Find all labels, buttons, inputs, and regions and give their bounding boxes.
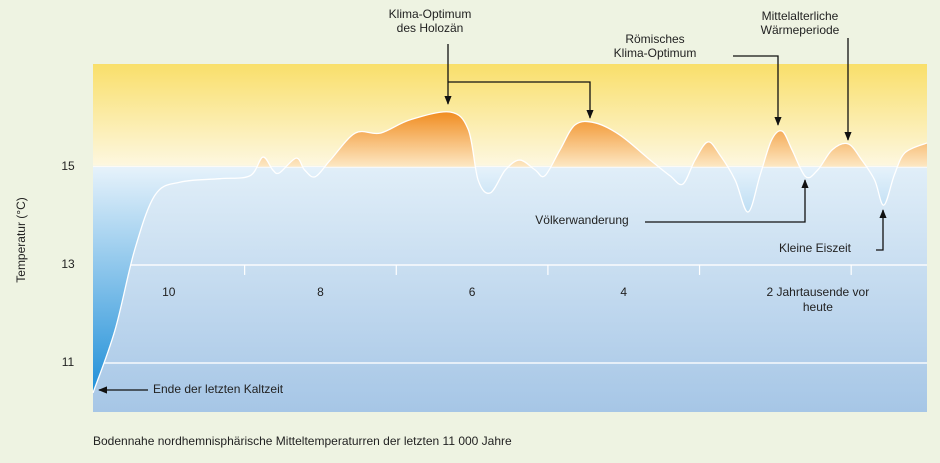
y-axis-label: Temperatur (°C)	[14, 197, 28, 282]
x-tick-label: 4	[620, 285, 627, 299]
x-tick-label: 2 Jahrtausende vor heute	[766, 285, 870, 314]
temperature-line	[92, 111, 928, 394]
warm-area	[256, 111, 927, 167]
annotation: Kleine Eiszeit	[779, 241, 852, 255]
plot	[92, 111, 928, 394]
y-tick-label: 13	[61, 257, 75, 271]
x-tick-label: 10	[162, 285, 176, 299]
annotation: Klima-Optimum	[614, 46, 697, 60]
annotation: Ende der letzten Kaltzeit	[153, 382, 284, 396]
annotation: Völkerwanderung	[535, 213, 628, 227]
annotation: des Holozän	[397, 21, 464, 35]
y-tick-label: 11	[62, 355, 75, 369]
plot-background	[93, 64, 927, 412]
annotation-arrows	[98, 38, 887, 394]
annotation: Wärmeperiode	[761, 23, 840, 37]
x-tick-label: 8	[317, 285, 324, 299]
annotation: Römisches	[625, 32, 684, 46]
annotation: Mittelalterliche	[762, 9, 839, 23]
annotation: Klima-Optimum	[389, 7, 472, 21]
y-tick-label: 15	[61, 159, 75, 173]
x-tick-label: 6	[469, 285, 476, 299]
caption: Bodennahe nordhemnisphärische Mitteltemp…	[93, 434, 512, 448]
